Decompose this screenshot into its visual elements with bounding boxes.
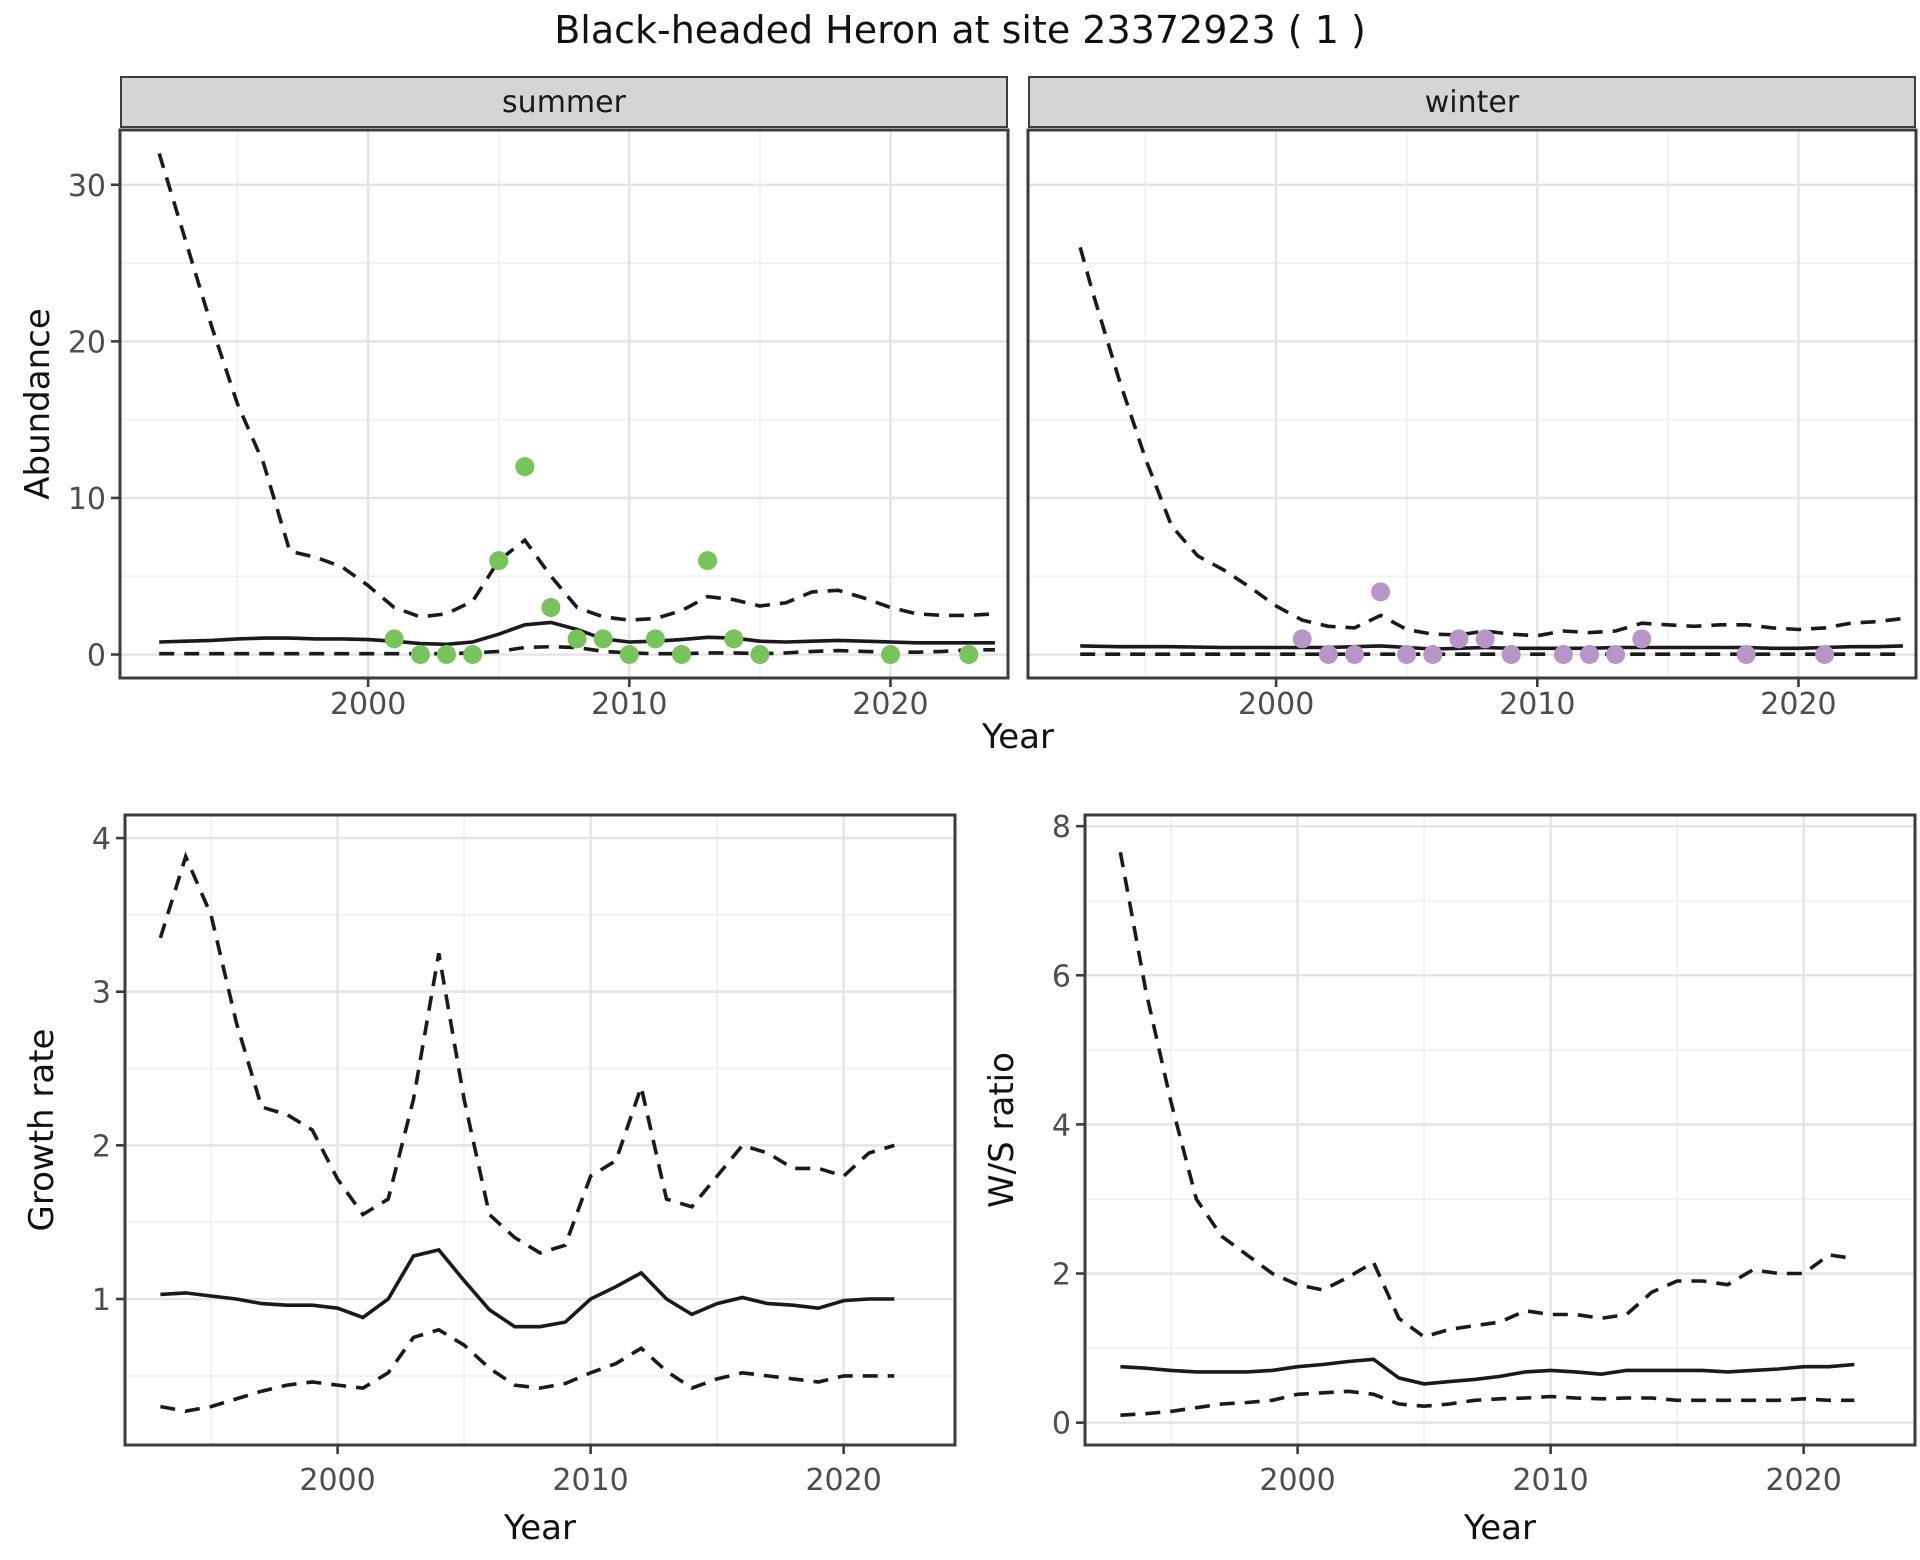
x-tick-label: 2020 <box>1760 687 1836 722</box>
panel-ws_ratio: 2000 2010 2020 0 2 4 6 8 <box>1052 810 1917 1498</box>
data-point <box>1632 629 1652 649</box>
panel-border <box>123 813 957 1447</box>
data-point <box>1423 645 1443 664</box>
data-point <box>1606 645 1626 664</box>
y-tick-label: 2 <box>1052 1258 1071 1293</box>
y-tick-label: 4 <box>92 822 111 857</box>
panel-background <box>120 130 1008 678</box>
data-point <box>724 629 744 649</box>
figure-title: Black-headed Heron at site 23372923 ( 1 … <box>554 8 1366 52</box>
data-point <box>959 645 979 664</box>
x-tick-label: 2020 <box>1765 1463 1841 1498</box>
x-tick-label: 2020 <box>852 687 928 722</box>
data-point <box>672 645 691 664</box>
x-tick-label: 2010 <box>552 1463 628 1498</box>
panel-border <box>1026 128 1918 680</box>
facet-strip-winter: winter <box>1028 76 1916 128</box>
credible-interval-line <box>157 152 996 622</box>
x-tick-label: 2010 <box>1512 1463 1588 1498</box>
data-point <box>698 551 718 571</box>
data-point <box>410 645 430 664</box>
data-point <box>1345 645 1364 664</box>
credible-interval-line <box>160 1327 895 1414</box>
x-tick-label: 2010 <box>591 687 667 722</box>
y-tick-label: 8 <box>1052 810 1071 845</box>
growth-rate-y-axis-title: Growth rate <box>22 1028 62 1232</box>
credible-interval-line <box>1118 851 1855 1339</box>
data-point <box>881 645 900 664</box>
data-point <box>1580 645 1599 664</box>
panel-background <box>1085 815 1915 1445</box>
panel-background <box>1028 130 1916 678</box>
data-point <box>463 645 483 664</box>
median-line <box>1120 1357 1855 1386</box>
x-tick-label: 2020 <box>805 1463 881 1498</box>
abundance-y-axis-title: Abundance <box>18 308 58 500</box>
panel-winter: 2000 2010 2020 <box>1026 128 1918 722</box>
data-point <box>1815 645 1835 664</box>
facet-strip-winter-label: winter <box>1424 84 1520 120</box>
panel-growth_rate: 2000 2010 2020 1 2 3 4 <box>92 813 957 1498</box>
x-tick-label: 2000 <box>299 1463 375 1498</box>
data-point <box>1501 645 1521 664</box>
credible-interval-line <box>1078 246 1904 638</box>
y-tick-label: 1 <box>92 1283 111 1318</box>
x-tick-label: 2000 <box>1259 1463 1335 1498</box>
y-tick-label: 3 <box>92 976 111 1011</box>
growth-rate-x-axis-title: Year <box>504 1508 576 1548</box>
y-tick-label: 10 <box>68 482 106 517</box>
data-point <box>437 645 456 664</box>
x-tick-label: 2000 <box>1238 687 1314 722</box>
data-point <box>567 629 587 649</box>
data-point <box>1449 629 1469 649</box>
y-tick-label: 20 <box>68 325 106 360</box>
data-point <box>1371 582 1391 602</box>
data-point <box>1736 645 1756 664</box>
panel-background <box>125 815 955 1445</box>
y-tick-label: 0 <box>87 639 106 674</box>
y-tick-label: 4 <box>1052 1108 1071 1143</box>
facet-strip-summer-label: summer <box>502 84 626 120</box>
y-tick-label: 30 <box>68 169 106 204</box>
facet-strip-summer: summer <box>120 76 1008 128</box>
data-point <box>489 551 509 571</box>
credible-interval-line <box>159 644 995 656</box>
ws-ratio-x-axis-title: Year <box>1464 1508 1536 1548</box>
x-tick-label: 2010 <box>1499 687 1575 722</box>
data-point <box>1397 645 1417 664</box>
data-point <box>1292 629 1312 649</box>
median-line <box>160 1247 895 1329</box>
data-point <box>619 645 639 664</box>
data-point <box>1553 645 1573 664</box>
data-point <box>1475 629 1495 649</box>
data-point <box>1318 645 1338 664</box>
x-tick-label: 2000 <box>330 687 406 722</box>
data-point <box>541 598 561 617</box>
data-point <box>750 645 770 664</box>
abundance-x-axis-title: Year <box>982 717 1054 757</box>
y-tick-label: 6 <box>1052 959 1071 994</box>
data-point <box>593 629 613 649</box>
y-tick-label: 0 <box>1052 1407 1071 1442</box>
data-point <box>384 629 404 649</box>
panel-border <box>1083 813 1917 1447</box>
data-point <box>515 457 535 477</box>
y-tick-label: 2 <box>92 1129 111 1164</box>
ws-ratio-y-axis-title: W/S ratio <box>982 1052 1022 1208</box>
panel-border <box>118 128 1010 680</box>
data-point <box>645 629 665 649</box>
panel-summer: 2000 2010 2020 0 10 20 30 <box>68 128 1010 722</box>
